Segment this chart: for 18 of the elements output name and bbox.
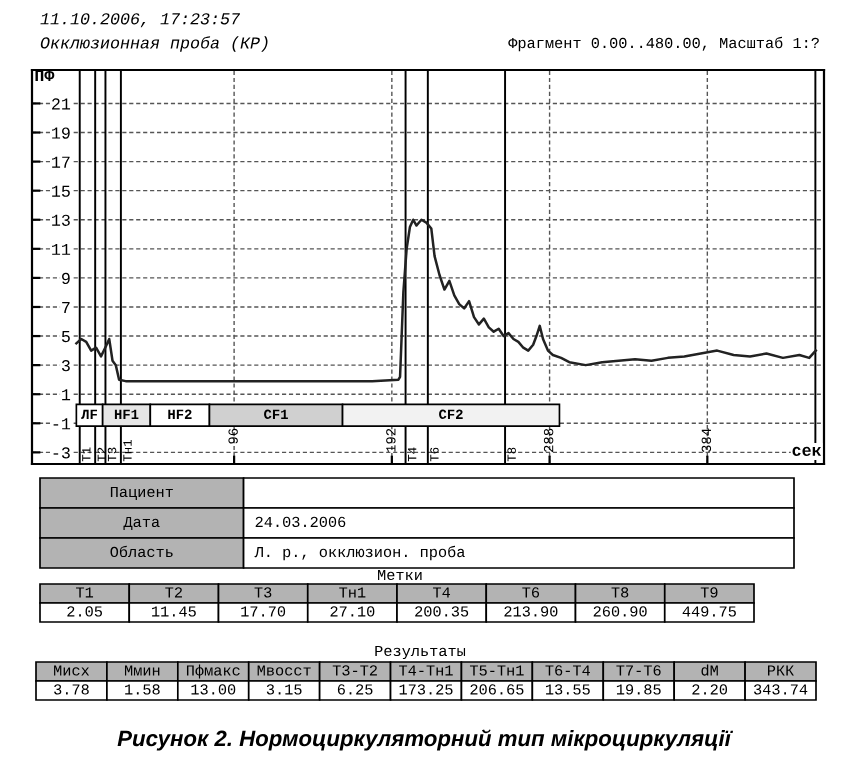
- y-tick-label: 15: [52, 185, 70, 197]
- y-tick-label: 5: [61, 331, 70, 343]
- y-tick-label: 11: [52, 243, 71, 255]
- y-tick-label: 17: [52, 156, 70, 168]
- y-tick-label: 13: [52, 214, 70, 226]
- y-tick-label: 1: [62, 389, 71, 401]
- y-tick-label: 9: [62, 272, 70, 285]
- y-tick-label: 19: [52, 127, 70, 139]
- chart-subtitle: Окклюзионная проба (КР): [40, 36, 268, 52]
- y-tick-label: -3: [53, 447, 70, 459]
- chart-title: 11.10.2006, 17:23:57: [40, 13, 241, 28]
- y-tick-label: 3: [61, 360, 70, 372]
- y-tick-label: 21: [52, 98, 71, 110]
- x-axis-title: сек: [792, 446, 822, 456]
- y-tick-label: -1: [53, 418, 71, 430]
- text: Рисунок 2. Нормоциркуляторний тип мікроциркуляції: [117, 729, 734, 751]
- y-tick-label: 7: [62, 302, 70, 314]
- line-series: [75, 218, 818, 383]
